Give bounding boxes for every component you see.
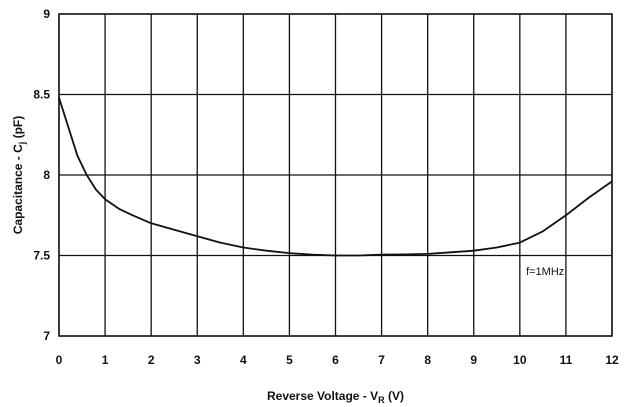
x-tick-label-4: 4 <box>240 353 247 367</box>
x-tick-label-6: 6 <box>332 353 339 367</box>
x-axis-label: Reverse Voltage - VR (V) <box>267 389 404 405</box>
x-tick-label-5: 5 <box>286 353 293 367</box>
y-tick-label-3: 8.5 <box>33 88 50 102</box>
grid <box>58 13 613 337</box>
y-axis-label: Capacitance - Cj (pF) <box>11 116 27 235</box>
frequency-annotation: f=1MHz <box>526 266 564 278</box>
y-tick-label-0: 7 <box>43 329 50 343</box>
x-tick-label-2: 2 <box>148 353 155 367</box>
y-tick-label-4: 9 <box>43 7 50 21</box>
y-tick-label-2: 8 <box>43 168 50 182</box>
plot-frame <box>58 13 613 337</box>
x-tick-label-10: 10 <box>513 353 527 367</box>
x-tick-labels: 0 1 2 3 4 5 6 7 8 9 10 11 12 <box>56 353 619 367</box>
series-layer <box>58 96 613 257</box>
x-tick-label-0: 0 <box>56 353 63 367</box>
x-tick-label-11: 11 <box>560 353 573 367</box>
x-tick-label-3: 3 <box>194 353 201 367</box>
y-tick-labels: 7 7.5 8 8.5 9 <box>33 7 50 343</box>
x-tick-label-9: 9 <box>470 353 477 367</box>
x-tick-label-7: 7 <box>378 353 385 367</box>
x-tick-label-8: 8 <box>424 353 431 367</box>
y-axis-label-subscript: j <box>17 142 27 146</box>
y-tick-label-1: 7.5 <box>33 249 50 263</box>
x-axis-label-subscript: R <box>378 395 385 405</box>
x-tick-label-12: 12 <box>605 353 619 367</box>
x-tick-label-1: 1 <box>102 353 109 367</box>
y-axis-label-main: Capacitance - C <box>11 144 25 234</box>
y-axis-label-unit: (pF) <box>11 116 25 142</box>
x-axis-label-unit: (V) <box>385 389 404 403</box>
x-axis-label-main: Reverse Voltage - V <box>267 389 378 403</box>
series-line-0 <box>58 96 613 257</box>
